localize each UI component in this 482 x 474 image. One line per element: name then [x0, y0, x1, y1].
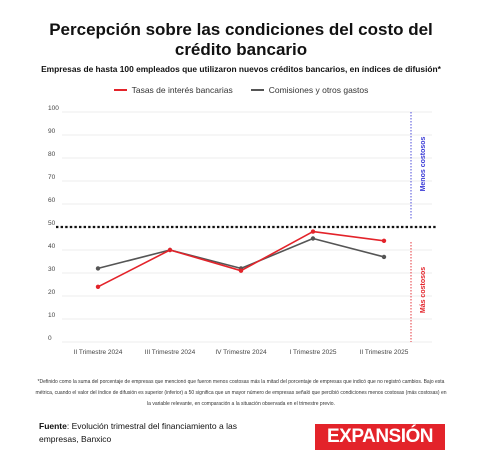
source-label: Fuente: [39, 421, 67, 431]
data-point: [381, 238, 387, 243]
legend-item-comisiones: Comisiones y otros gastos: [250, 85, 369, 95]
x-tick-label: II Trimestre 2024: [74, 349, 123, 356]
y-tick-label: 30: [48, 266, 56, 273]
footnote: *Definido como la suma del porcentaje de…: [35, 379, 447, 407]
y-tick-label: 70: [48, 174, 56, 181]
source: Fuente: Evolución trimestral del financi…: [39, 420, 249, 446]
upper-annotation-label: Menos costosos: [420, 136, 427, 191]
x-tick-label: IV Trimestre 2024: [215, 349, 267, 356]
chart-subtitle: Empresas de hasta 100 empleados que util…: [41, 64, 441, 74]
legend: Tasas de interés bancarias Comisiones y …: [0, 85, 482, 95]
data-point: [167, 247, 173, 253]
expansion-logo: EXPANSIÓN: [315, 424, 445, 450]
y-tick-label: 50: [48, 220, 56, 227]
y-tick-label: 40: [48, 243, 56, 250]
chart-title: Percepción sobre las condiciones del cos…: [49, 20, 433, 59]
y-tick-label: 90: [48, 128, 56, 135]
legend-label-comisiones: Comisiones y otros gastos: [268, 85, 369, 95]
data-point: [95, 266, 101, 271]
data-point: [310, 229, 316, 234]
y-tick-label: 20: [48, 289, 56, 296]
x-tick-label: II Trimestre 2025: [360, 349, 409, 356]
y-tick-label: 80: [48, 151, 56, 158]
data-point: [238, 268, 244, 273]
legend-swatch-tasas: [113, 89, 127, 91]
source-text: : Evolución trimestral del financiamient…: [39, 421, 237, 444]
data-point: [381, 254, 387, 260]
y-tick-label: 0: [48, 335, 52, 342]
x-tick-label: I Trimestre 2025: [290, 349, 337, 356]
y-tick-label: 10: [48, 312, 56, 319]
x-tick-label: III Trimestre 2024: [145, 349, 196, 356]
y-tick-label: 60: [48, 197, 56, 204]
series-line-1: [97, 237, 385, 270]
data-point: [95, 284, 101, 289]
series-line-0: [97, 230, 385, 288]
data-point: [310, 236, 316, 241]
y-tick-label: 100: [48, 105, 59, 112]
lower-annotation-label: Más costosos: [420, 267, 427, 313]
legend-label-tasas: Tasas de interés bancarias: [131, 85, 233, 95]
legend-swatch-comisiones: [250, 89, 264, 91]
legend-item-tasas: Tasas de interés bancarias: [113, 85, 233, 95]
